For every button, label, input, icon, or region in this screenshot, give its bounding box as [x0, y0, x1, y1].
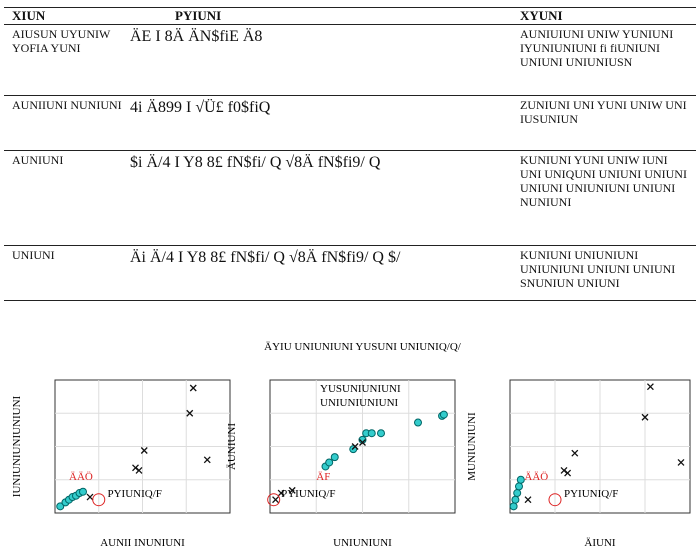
- table-cell: ZUNIUNI UNI YUNI UNIW UNI IUSUNIUN: [520, 98, 687, 126]
- point: [439, 410, 448, 419]
- table-header: XYUNI: [520, 8, 563, 23]
- cross-point: [564, 469, 572, 477]
- point: [79, 487, 87, 496]
- table-cell: 4i Ä899 I √Ü£ f0$fiQ: [130, 99, 271, 116]
- table-rule: [4, 150, 696, 151]
- x-label: ÄIUNI: [584, 537, 615, 549]
- x-label: AUNII INUNIUNI: [100, 537, 185, 549]
- table-cell: AIUSUN UYUNIW YOFIA YUNI: [12, 27, 111, 55]
- point: [511, 495, 520, 504]
- point: [367, 429, 376, 438]
- table-cell: $i Ä/4 I Y8 8£ fN$fi/ Q √8Ä fN$fi9/ Q: [130, 154, 381, 171]
- table-cell: AUNIUIUNI UNIW YUNIUNI IYUNIUNIUNI fi fi…: [520, 27, 674, 69]
- annotation: PYIUNIQ/F: [281, 488, 335, 500]
- point: [513, 489, 522, 498]
- red-label: ÄF: [316, 471, 330, 483]
- cross-point: [203, 456, 211, 464]
- legend-entry: UNIUNIUNIUNI: [320, 397, 399, 409]
- cross-point: [189, 384, 197, 392]
- highlight: [92, 493, 106, 507]
- cross-point: [272, 496, 280, 504]
- cross-point: [524, 496, 532, 504]
- table-rule: [4, 7, 696, 8]
- y-label: ÄUNIUNI: [226, 423, 238, 470]
- cross-point: [560, 466, 568, 474]
- table-header: PYIUNI: [175, 8, 222, 23]
- red-label: ÄÄÖ: [524, 471, 548, 483]
- highlight: [267, 493, 281, 507]
- table-cell: AUNIUNI: [12, 153, 64, 167]
- point: [330, 453, 339, 462]
- table-rule: [4, 300, 696, 301]
- point: [56, 502, 65, 511]
- table-cell: KUNIUNI UNIUNIUNI UNIUNIUNI UNIUNI UNIUN…: [520, 248, 676, 290]
- cross-point: [641, 413, 649, 421]
- cross-point: [571, 449, 579, 457]
- annotation: PYIUNIQ/F: [108, 488, 162, 500]
- point: [325, 458, 334, 467]
- cross-point: [277, 489, 285, 497]
- table-cell: KUNIUNI YUNI UNIW IUNI UNI UNIQUNI UNIUN…: [520, 153, 687, 209]
- table-cell: UNIUNI: [12, 248, 55, 262]
- table-rule: [4, 245, 696, 246]
- point: [377, 429, 385, 438]
- point: [414, 418, 422, 427]
- table-cell: Äi Ä/4 I Y8 8£ fN$fi/ Q √8Ä fN$fi9/ Q $/: [130, 249, 401, 266]
- annotation: PYIUNIQ/F: [564, 488, 618, 500]
- table-cell: ÄE I 8Ä ÄN$fiE Ä8: [130, 28, 263, 45]
- cross-point: [359, 439, 366, 446]
- cross-point: [351, 443, 359, 450]
- table-header: XIUN: [12, 8, 46, 23]
- cross-point: [646, 383, 654, 391]
- cross-point: [140, 447, 148, 454]
- cross-point: [86, 493, 94, 501]
- x-label: UNIUNIUNI: [333, 537, 392, 549]
- table-rule: [4, 95, 696, 96]
- cross-point: [186, 409, 194, 417]
- table-rule: [4, 24, 696, 25]
- red-label: ÄÄÖ: [69, 471, 93, 483]
- y-label: IUNIUNIUNIUNIUNI: [11, 395, 23, 497]
- highlight: [548, 493, 562, 507]
- cross-point: [677, 459, 685, 466]
- table-cell: AUNIIUNI NUNIUNI: [12, 98, 122, 112]
- point: [515, 482, 523, 491]
- plot-title: ÄYIU UNIUNIUNI YUSUNI UNIUNIQ/Q/: [264, 341, 462, 353]
- point: [516, 475, 525, 484]
- cross-point: [135, 466, 143, 474]
- point: [509, 502, 518, 511]
- cross-point: [288, 486, 296, 494]
- legend-entry: YUSUNIUNIUNI: [320, 383, 401, 395]
- y-label: MUNIUNIUNI: [466, 412, 478, 481]
